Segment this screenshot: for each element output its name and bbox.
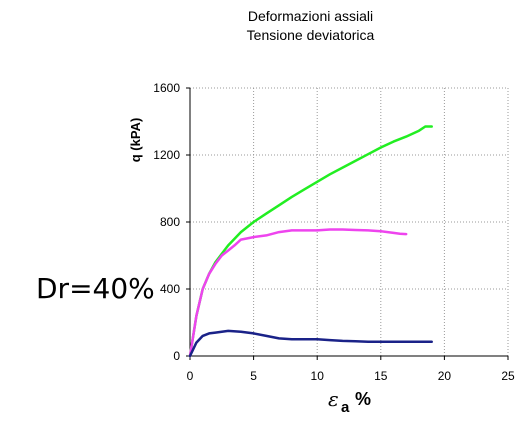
y-tick-label: 0 [173,349,180,363]
x-tick-label: 5 [250,369,257,383]
series-line-0 [188,125,433,358]
y-axis-label: q (kPA) [128,118,143,163]
x-axis-label-subscript: a [341,399,350,416]
x-tick-label: 0 [187,369,194,383]
tick-labels: 0 400 800 1200 1600 0 5 10 15 20 25 [153,81,515,383]
x-axis-label-unit: % [355,389,371,409]
x-tick-label: 20 [438,369,452,383]
y-tick-label: 400 [160,282,180,296]
x-tick-label: 15 [374,369,388,383]
chart-axes [186,87,509,360]
grid-lines [190,87,509,356]
series-lines [188,125,433,358]
chart-title-line-1: Deformazioni assiali [247,8,374,24]
x-tick-label: 25 [501,369,515,383]
density-annotation: Dr=40% [36,272,155,305]
y-tick-label: 1200 [153,148,180,162]
series-line-2 [188,329,433,358]
y-tick-label: 1600 [153,81,180,95]
x-axis-label: ε a % [328,387,371,416]
series-line-1 [188,228,408,358]
x-axis-label-symbol: ε [328,387,339,411]
x-tick-label: 10 [311,369,325,383]
chart-title-line-2: Tensione deviatorica [246,27,375,43]
y-tick-label: 800 [160,215,180,229]
